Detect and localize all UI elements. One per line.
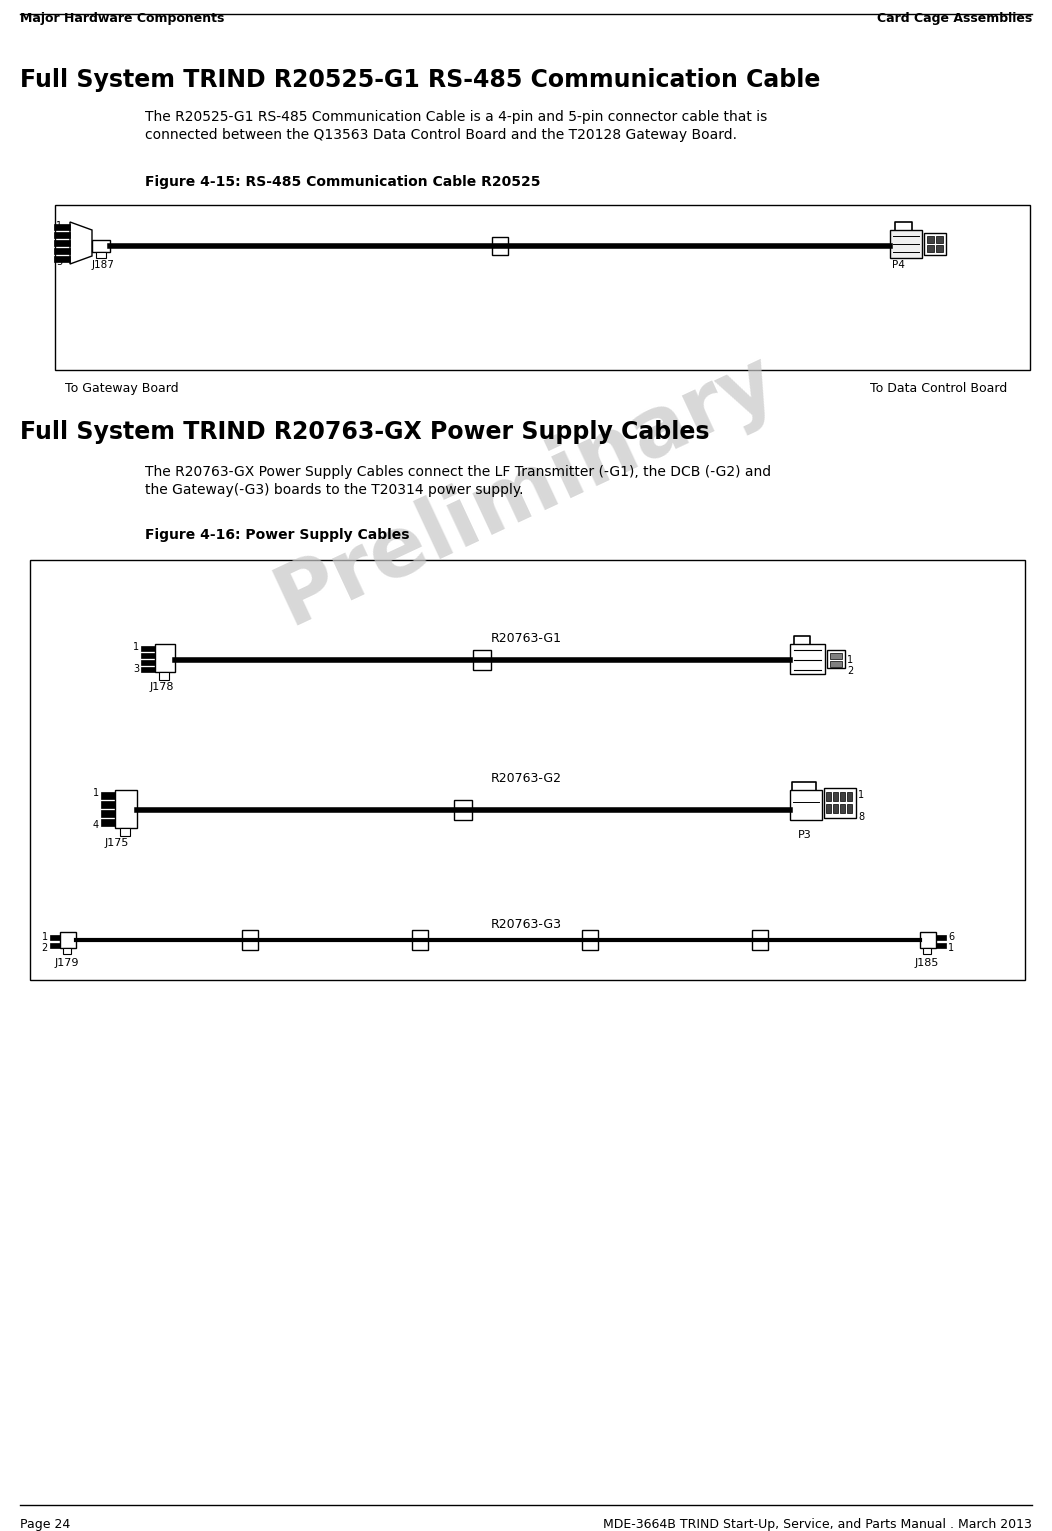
Bar (827, 651, 845, 668)
Text: R20763-G1: R20763-G1 (490, 632, 562, 645)
Bar (31, 560, 1025, 980)
Text: R20763-G3: R20763-G3 (490, 919, 562, 931)
Bar (155, 645, 175, 672)
Bar (54, 240, 70, 246)
Text: Card Cage Assemblies: Card Cage Assemblies (876, 12, 1032, 24)
Bar (830, 661, 842, 668)
Text: Full System TRIND R20763-GX Power Supply Cables: Full System TRIND R20763-GX Power Supply… (20, 419, 709, 444)
Text: 1: 1 (93, 788, 99, 798)
Text: 5: 5 (56, 257, 62, 266)
Bar (890, 230, 922, 259)
Text: The R20525-G1 RS-485 Communication Cable is a 4-pin and 5-pin connector cable th: The R20525-G1 RS-485 Communication Cable… (145, 110, 767, 124)
Bar (830, 654, 842, 658)
Text: J175: J175 (105, 837, 129, 848)
Text: J178: J178 (150, 681, 175, 692)
Bar (492, 237, 508, 256)
Text: 4: 4 (93, 821, 99, 830)
Text: the Gateway(-G3) boards to the T20314 power supply.: the Gateway(-G3) boards to the T20314 po… (145, 482, 524, 498)
Bar (790, 790, 822, 821)
Bar (924, 233, 946, 256)
Text: Figure 4-16: Power Supply Cables: Figure 4-16: Power Supply Cables (145, 528, 409, 542)
Bar (927, 236, 934, 243)
Bar (847, 804, 852, 813)
Bar (920, 932, 936, 948)
Text: J187: J187 (92, 260, 115, 269)
Bar (50, 935, 60, 940)
Text: 1: 1 (847, 655, 853, 664)
Text: J185: J185 (915, 958, 939, 968)
Bar (927, 245, 934, 253)
Bar (50, 943, 60, 948)
Bar (412, 929, 428, 951)
Bar (826, 792, 831, 801)
Bar (826, 804, 831, 813)
Text: Major Hardware Components: Major Hardware Components (20, 12, 224, 24)
Text: 1: 1 (56, 220, 62, 231)
Bar (936, 943, 946, 948)
Bar (936, 935, 946, 940)
Text: To Data Control Board: To Data Control Board (870, 383, 1007, 395)
Bar (101, 792, 115, 799)
Bar (101, 801, 115, 808)
Bar (582, 929, 598, 951)
Text: connected between the Q13563 Data Control Board and the T20128 Gateway Board.: connected between the Q13563 Data Contro… (145, 129, 737, 142)
Bar (115, 790, 137, 828)
Text: Preliminary: Preliminary (263, 338, 789, 641)
Bar (54, 248, 70, 254)
Bar (833, 804, 838, 813)
Bar (936, 236, 943, 243)
Text: Figure 4-15: RS-485 Communication Cable R20525: Figure 4-15: RS-485 Communication Cable … (145, 175, 541, 188)
Bar (454, 801, 472, 821)
Bar (54, 233, 70, 237)
Bar (120, 828, 130, 836)
Bar (242, 929, 258, 951)
Bar (824, 788, 856, 818)
Bar (55, 205, 1030, 371)
Text: The R20763-GX Power Supply Cables connect the LF Transmitter (-G1), the DCB (-G2: The R20763-GX Power Supply Cables connec… (145, 465, 771, 479)
Bar (141, 660, 155, 664)
Bar (839, 804, 845, 813)
Bar (54, 224, 70, 230)
Text: Full System TRIND R20525-G1 RS-485 Communication Cable: Full System TRIND R20525-G1 RS-485 Commu… (20, 67, 821, 92)
Text: J179: J179 (55, 958, 80, 968)
Bar (141, 646, 155, 651)
Bar (63, 948, 70, 954)
Text: 2: 2 (42, 943, 48, 952)
Bar (60, 932, 76, 948)
Bar (847, 792, 852, 801)
Bar (141, 668, 155, 672)
Text: 2: 2 (847, 666, 853, 677)
Text: R20763-G2: R20763-G2 (490, 772, 562, 785)
Bar (473, 651, 491, 671)
Bar (54, 256, 70, 262)
Text: 6: 6 (948, 932, 954, 942)
Bar (936, 245, 943, 253)
Text: P4: P4 (892, 260, 905, 269)
Bar (839, 792, 845, 801)
Text: 1: 1 (948, 943, 954, 952)
Text: 3: 3 (133, 664, 139, 674)
Bar (159, 672, 169, 680)
Bar (833, 792, 838, 801)
Bar (141, 654, 155, 658)
Bar (101, 819, 115, 827)
Bar (92, 240, 110, 253)
Text: 1: 1 (133, 641, 139, 652)
Bar (752, 929, 768, 951)
Bar (96, 253, 106, 259)
Text: To Gateway Board: To Gateway Board (65, 383, 179, 395)
Text: 1: 1 (858, 790, 864, 801)
Bar (101, 810, 115, 818)
Text: 1: 1 (42, 932, 48, 942)
Text: P3: P3 (798, 830, 812, 841)
Bar (923, 948, 931, 954)
Text: Page 24: Page 24 (20, 1519, 70, 1531)
Text: 8: 8 (858, 811, 864, 822)
Text: MDE-3664B TRIND Start-Up, Service, and Parts Manual . March 2013: MDE-3664B TRIND Start-Up, Service, and P… (603, 1519, 1032, 1531)
Bar (790, 645, 825, 674)
